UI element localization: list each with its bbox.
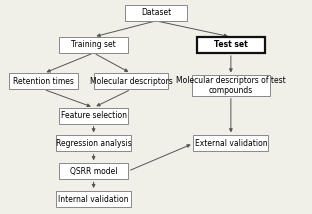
FancyBboxPatch shape xyxy=(197,37,265,53)
Text: Molecular descriptors: Molecular descriptors xyxy=(90,77,173,86)
FancyBboxPatch shape xyxy=(56,135,131,152)
FancyBboxPatch shape xyxy=(193,135,268,152)
FancyBboxPatch shape xyxy=(59,37,128,53)
FancyBboxPatch shape xyxy=(59,163,128,179)
Text: Internal validation: Internal validation xyxy=(58,195,129,204)
Text: QSRR model: QSRR model xyxy=(70,167,117,176)
FancyBboxPatch shape xyxy=(56,191,131,207)
Text: Dataset: Dataset xyxy=(141,8,171,17)
FancyBboxPatch shape xyxy=(94,73,168,89)
Text: External validation: External validation xyxy=(195,139,267,148)
Text: Feature selection: Feature selection xyxy=(61,111,127,120)
FancyBboxPatch shape xyxy=(125,5,187,21)
Text: Retention times: Retention times xyxy=(13,77,74,86)
FancyBboxPatch shape xyxy=(59,107,128,124)
Text: Regression analysis: Regression analysis xyxy=(56,139,131,148)
Text: Test set: Test set xyxy=(214,40,248,49)
FancyBboxPatch shape xyxy=(192,76,270,96)
Text: Molecular descriptors of test
compounds: Molecular descriptors of test compounds xyxy=(176,76,286,95)
Text: Training set: Training set xyxy=(71,40,116,49)
FancyBboxPatch shape xyxy=(9,73,78,89)
